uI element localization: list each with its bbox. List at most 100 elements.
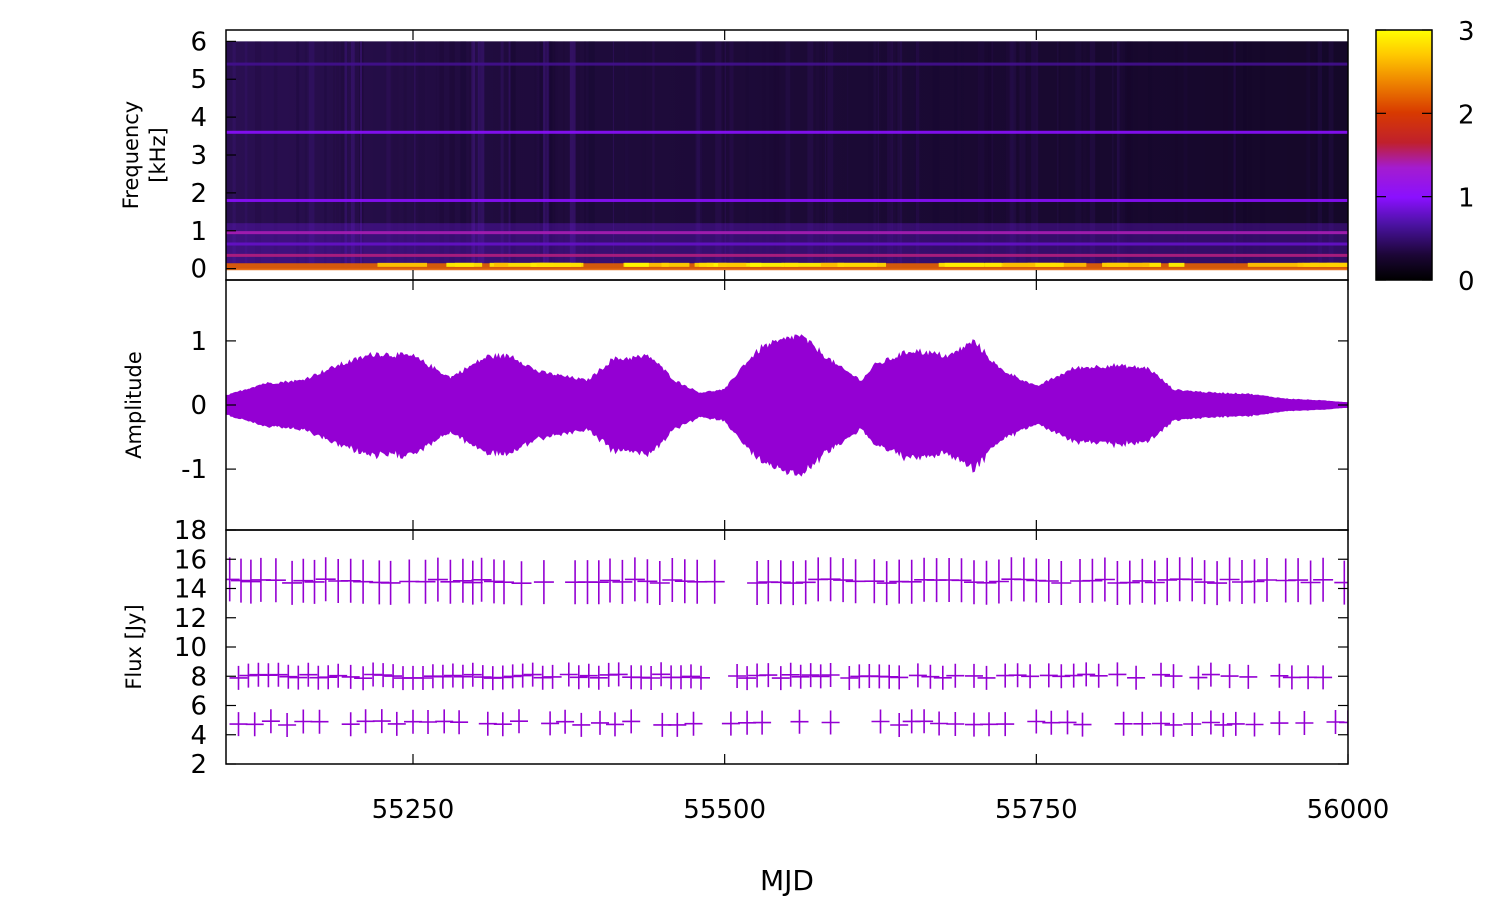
- spectrogram-streak: [508, 41, 511, 269]
- spectrogram-streak: [588, 41, 595, 269]
- flux-point: [433, 664, 452, 689]
- flux-point: [533, 560, 554, 605]
- spectrogram-fade: [226, 41, 1348, 269]
- flux-point: [1152, 662, 1170, 687]
- flux-point: [1127, 665, 1146, 690]
- flux-point: [728, 664, 747, 688]
- flux-point: [1270, 663, 1289, 688]
- spectrogram-ytick-label: 0: [190, 255, 207, 285]
- flux-point: [1013, 557, 1034, 602]
- spectrogram-streak: [1089, 41, 1096, 269]
- flux-point: [921, 664, 940, 689]
- spectrogram-streak: [696, 41, 700, 269]
- flux-point: [310, 709, 329, 734]
- spectrogram-streak: [785, 41, 791, 269]
- flux-point: [1133, 711, 1152, 736]
- spectrogram-streak: [569, 41, 576, 269]
- colorbar-gradient: [1375, 29, 1433, 281]
- colorbar-tick-label: 2: [1458, 100, 1475, 130]
- flux-point: [380, 560, 401, 605]
- spectrogram-streak: [774, 41, 779, 269]
- spectrogram-streak: [695, 41, 702, 269]
- flux-point: [511, 561, 532, 606]
- flux-point: [1219, 557, 1240, 602]
- flux-ytick-label: 16: [174, 545, 207, 575]
- flux-point: [1082, 558, 1103, 603]
- flux-point: [1027, 709, 1046, 734]
- flux-point: [1094, 557, 1115, 602]
- spectrogram-streak: [1015, 41, 1018, 269]
- spectrogram-streak: [1116, 41, 1119, 269]
- flux-point: [415, 559, 436, 604]
- spectrogram-hotspot: [1003, 262, 1056, 267]
- spectrogram-band: [226, 130, 1348, 134]
- spectrogram-hotspot: [750, 262, 785, 267]
- flux-point: [652, 662, 671, 687]
- spectrogram-streak: [340, 41, 348, 269]
- flux-point: [624, 557, 645, 602]
- flux-point: [1008, 663, 1027, 688]
- spectrogram-streak: [563, 41, 565, 269]
- flux-point: [821, 663, 840, 687]
- spectrogram-streak: [1005, 41, 1011, 269]
- flux-ytick-label: 6: [190, 692, 207, 722]
- colorbar-tick-label: 1: [1458, 184, 1475, 214]
- flux-point: [289, 665, 308, 690]
- flux-point: [1201, 662, 1220, 687]
- spectrogram-streak: [1233, 41, 1236, 269]
- spectrogram-streak: [1116, 41, 1121, 269]
- flux-point: [315, 557, 336, 602]
- flux-point: [1226, 711, 1245, 736]
- spectrogram-hotspot: [1050, 262, 1087, 267]
- spectrogram-streak: [932, 41, 940, 269]
- spectrogram-streak: [449, 41, 455, 269]
- spectrogram-streak: [1306, 41, 1311, 269]
- spectrogram-streak: [360, 41, 362, 269]
- flux-point: [890, 665, 909, 690]
- spectrogram-hotspot: [837, 262, 887, 267]
- flux-point: [930, 711, 949, 736]
- flux-point: [609, 662, 628, 687]
- spectrogram-streak: [976, 41, 984, 269]
- flux-point: [606, 712, 624, 737]
- spectrogram-streak: [344, 41, 348, 269]
- flux-ytick-label: 14: [174, 575, 207, 605]
- spectrogram-streak: [1075, 41, 1082, 269]
- flux-ytick-label: 4: [190, 721, 207, 751]
- flux-point: [299, 662, 318, 687]
- spectrogram-hotspot: [624, 262, 649, 267]
- spectrogram-streak: [1317, 41, 1322, 269]
- spectrogram-streak: [652, 41, 655, 269]
- waveform-y-ticks: -1 0 1: [181, 327, 1348, 485]
- panel-frames: [225, 29, 1349, 765]
- flux-point: [771, 666, 790, 691]
- flux-point: [1119, 560, 1140, 605]
- spectrogram-lowfreq-glow: [226, 223, 1348, 269]
- spectrogram-streak: [877, 41, 879, 269]
- flux-point: [791, 664, 810, 689]
- flux-point: [1282, 665, 1301, 690]
- flux-point: [471, 557, 492, 602]
- spectrogram-streak: [255, 41, 262, 269]
- flux-point: [304, 559, 325, 604]
- spectrogram-streak: [500, 41, 504, 269]
- spectrogram-streak: [544, 41, 552, 269]
- flux-point: [1038, 559, 1059, 603]
- spectrogram-streak: [807, 41, 814, 269]
- flux-point: [450, 710, 469, 735]
- flux-point: [372, 709, 391, 734]
- flux-point: [319, 665, 338, 690]
- spectrogram-streak: [1129, 41, 1134, 269]
- spectrogram-streak: [1011, 41, 1014, 269]
- spectrogram-streak: [1321, 41, 1328, 269]
- spectrogram-streak: [553, 41, 558, 269]
- flux-ytick-label: 10: [174, 633, 207, 663]
- spectrogram-streak: [584, 41, 586, 269]
- spectrogram-streak: [435, 41, 437, 269]
- spectrogram-hotspot: [494, 262, 509, 267]
- flux-point: [341, 712, 360, 737]
- flux-point: [821, 710, 840, 735]
- flux-ytick-label: 8: [190, 662, 207, 692]
- spectrogram-streak: [1259, 41, 1266, 269]
- spectrogram-streak: [954, 41, 958, 269]
